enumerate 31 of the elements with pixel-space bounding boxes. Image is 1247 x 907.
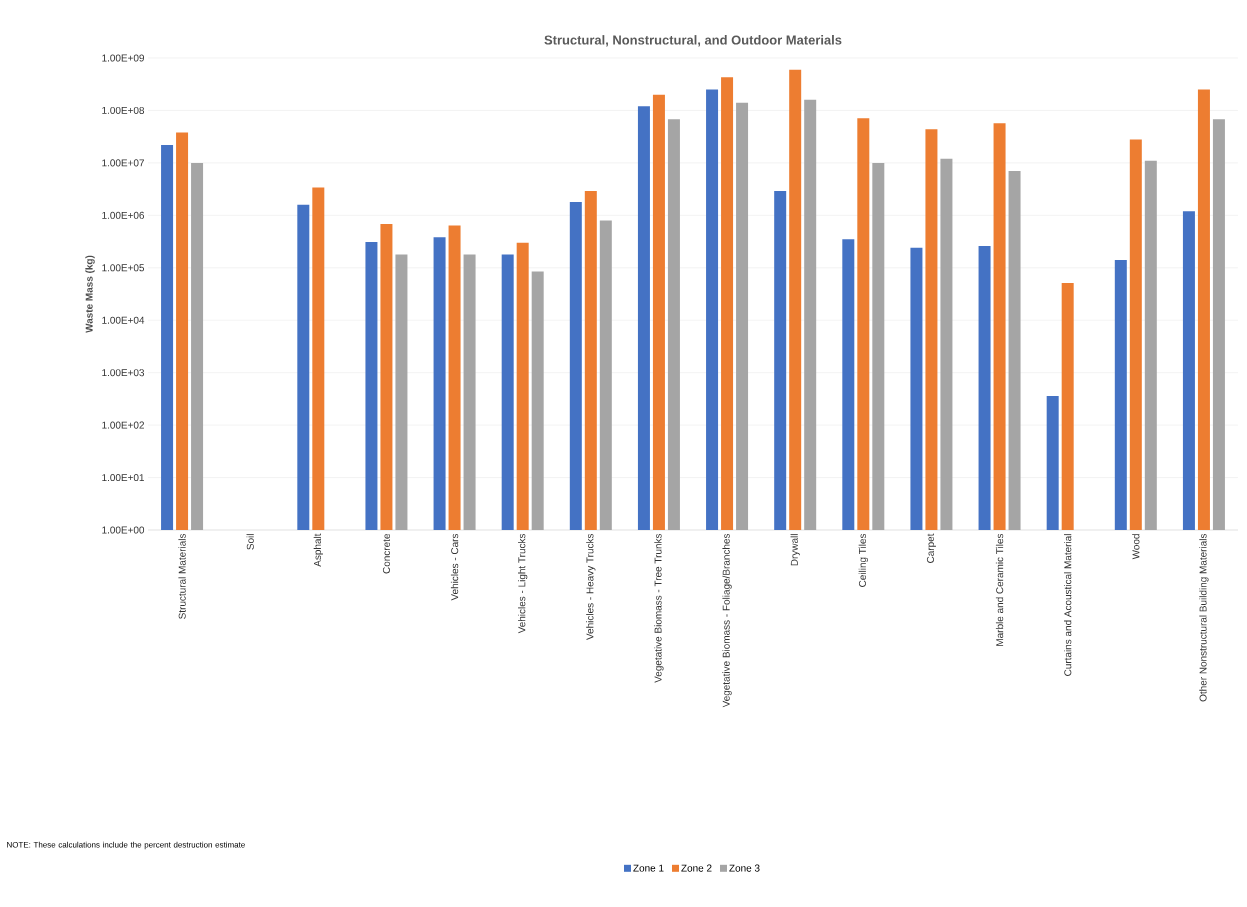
x-tick-label: Curtains and Acoustical Material: [1064, 534, 1072, 676]
legend-label: Zone 1: [633, 864, 664, 872]
x-tick-label: Vehicles - Light Trucks: [518, 533, 528, 634]
x-tick-label: Marble and Ceramic Tiles: [995, 533, 1004, 646]
legend-label: Zone 3: [729, 864, 760, 872]
x-tick-label: Asphalt: [313, 533, 323, 567]
x-tick-label: Concrete: [382, 533, 390, 574]
y-tick-label: 1.00E+01: [102, 474, 144, 482]
x-tick-label: Other Nonstructural Building Materials: [1199, 533, 1209, 702]
x-tick-label: Structural Materials: [178, 533, 186, 619]
x-tick-label: Soil: [246, 534, 254, 550]
y-tick-label: 1.00E+05: [102, 264, 145, 272]
y-axis-title: Waste Mass (kg): [85, 255, 95, 333]
x-tick-label: Wood: [1132, 534, 1140, 560]
y-tick-label: 1.00E+03: [102, 369, 145, 377]
x-tick-label: Ceiling Tiles: [858, 533, 868, 587]
y-tick-label: 1.00E+08: [102, 106, 145, 114]
chart-title: Structural, Nonstructural, and Outdoor Materials: [544, 35, 842, 47]
y-tick-label: 1.00E+06: [102, 211, 145, 219]
legend-label: Zone 2: [681, 864, 712, 872]
y-tick-label: 1.00E+02: [102, 421, 144, 429]
x-tick-label: Vegetative Biomass - Tree Trunks: [654, 533, 664, 683]
y-tick-label: 1.00E+09: [102, 54, 145, 62]
y-tick-label: 1.00E+07: [102, 159, 144, 167]
x-tick-label: Drywall: [790, 534, 800, 566]
x-tick-label: Vehicles - Cars: [450, 533, 459, 601]
y-tick-label: 1.00E+00: [102, 526, 145, 534]
y-tick-label: 1.00E+04: [102, 316, 145, 324]
x-tick-label: Vegetative Biomass - Foliage/Branches: [722, 533, 732, 708]
x-tick-label: Vehicles - Heavy Trucks: [586, 533, 596, 640]
x-tick-label: Carpet: [926, 533, 936, 563]
